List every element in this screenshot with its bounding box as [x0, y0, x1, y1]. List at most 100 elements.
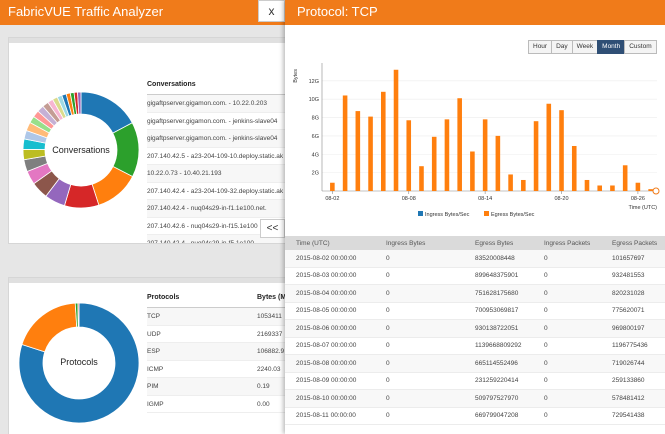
egress-bar[interactable]	[368, 116, 373, 191]
protocol-row[interactable]: ESP 106882.9	[147, 343, 285, 361]
ingress-bytes-cell: 0	[386, 289, 390, 297]
range-button-week[interactable]: Week	[571, 40, 599, 54]
conversations-donut-chart[interactable]	[16, 85, 146, 215]
conversation-row[interactable]: 207.140.42.4 - nuq04s29-in-f5.1e100	[147, 235, 285, 243]
egress-bar[interactable]	[533, 121, 539, 191]
legend-label[interactable]: Egress Bytes/Sec	[491, 212, 535, 218]
table-row[interactable]: 2015-08-07 00:00:00 0 1139668809292 0 119677…	[285, 338, 665, 355]
egress-bar[interactable]	[482, 119, 488, 191]
egress-bar[interactable]	[597, 185, 603, 191]
protocol-row[interactable]: PIM 0.19	[147, 378, 285, 396]
range-button-hour[interactable]: Hour	[528, 40, 553, 54]
egress-bar[interactable]	[508, 174, 513, 191]
ingress-packets-column-header[interactable]: Ingress Packets	[544, 239, 591, 247]
egress-bar[interactable]	[457, 98, 462, 191]
egress-bar[interactable]	[571, 145, 577, 191]
table-row[interactable]: 2015-08-09 00:00:00 0 231259220414 0 2591338…	[285, 373, 665, 390]
protocol-slice[interactable]	[77, 302, 80, 328]
time-cell: 2015-08-10 00:00:00	[296, 394, 357, 402]
legend-label[interactable]: Ingress Bytes/Sec	[425, 212, 470, 218]
range-button-day[interactable]: Day	[551, 40, 573, 54]
legend-swatch	[418, 211, 423, 216]
conversation-row[interactable]: gigaftpserver.gigamon.com. - jenkins-sla…	[147, 130, 285, 148]
protocol-bytes: 0.00	[257, 400, 270, 408]
egress-bar[interactable]	[470, 151, 475, 191]
egress-bar[interactable]	[495, 135, 501, 191]
egress-packets-column-header[interactable]: Egress Packets	[612, 239, 658, 247]
conversation-row[interactable]: 10.22.0.73 - 10.40.21.193	[147, 165, 285, 183]
protocols-donut-chart[interactable]	[10, 294, 148, 432]
egress-bar[interactable]	[393, 69, 399, 191]
egress-bar[interactable]	[635, 182, 641, 191]
conversation-row[interactable]: 207.140.42.4 - nuq04s29-in-f1.1e100.net.	[147, 200, 285, 218]
range-end-handle[interactable]	[652, 187, 660, 195]
ingress-bytes-column-header[interactable]: Ingress Bytes	[386, 239, 426, 247]
close-button[interactable]: x	[258, 0, 285, 22]
table-row[interactable]: 2015-08-10 00:00:00 0 509797527970 0 5784814…	[285, 390, 665, 408]
protocol-slice[interactable]	[18, 302, 140, 424]
protocol-row[interactable]: TCP 1053411	[147, 308, 285, 326]
egress-bar[interactable]	[342, 95, 348, 191]
range-button-month[interactable]: Month	[597, 40, 626, 54]
egress-bar[interactable]	[355, 111, 361, 191]
protocol-row[interactable]: UDP 2169337	[147, 326, 285, 343]
protocol-row[interactable]: ICMP 2240.03	[147, 361, 285, 378]
conversation-row[interactable]: gigaftpserver.gigamon.com. - 10.22.0.203	[147, 95, 285, 113]
table-row[interactable]: 2015-08-03 00:00:00 0 899648375901 0 9324815…	[285, 268, 665, 285]
ingress-bytes-cell: 0	[386, 307, 390, 315]
range-button-custom[interactable]: Custom	[624, 40, 657, 54]
protocols-table-header: Protocols Bytes (M	[147, 294, 285, 308]
egress-bar[interactable]	[622, 165, 628, 191]
egress-packets-cell: 775620071	[612, 307, 645, 315]
conversation-slice[interactable]	[77, 91, 82, 115]
table-row[interactable]: 2015-08-04 00:00:00 0 751628175680 0 8202310…	[285, 285, 665, 303]
table-row[interactable]: 2015-08-08 00:00:00 0 665114552496 0 7190267…	[285, 355, 665, 373]
egress-bytes-column-header[interactable]: Egress Bytes	[475, 239, 514, 247]
conversation-row[interactable]: gigaftpserver.gigamon.com. - jenkins-sla…	[147, 113, 285, 130]
ingress-bytes-cell: 0	[386, 394, 390, 402]
time-column-header[interactable]: Time (UTC)	[296, 239, 330, 247]
table-row[interactable]: 2015-08-06 00:00:00 0 930138722051 0 9698001…	[285, 320, 665, 338]
table-row[interactable]: 2015-08-05 00:00:00 0 700953069817 0 7756200…	[285, 303, 665, 320]
protocol-name: UDP	[147, 330, 161, 338]
egress-bar[interactable]	[419, 166, 424, 191]
conversation-row[interactable]: 207.140.42.5 - a23-204-109-10.deploy.sta…	[147, 148, 285, 165]
egress-bar[interactable]	[559, 110, 564, 191]
egress-packets-cell: 259133860	[612, 377, 645, 385]
y-tick-label: 2G	[312, 171, 319, 177]
egress-bar[interactable]	[406, 120, 412, 191]
egress-packets-cell: 101657697	[612, 254, 645, 262]
protocol-row[interactable]: IGMP 0.00	[147, 396, 285, 413]
egress-bar[interactable]	[431, 136, 437, 191]
time-cell: 2015-08-11 00:00:00	[296, 412, 356, 420]
conversation-row[interactable]: 207.140.42.4 - a23-204-109-32.deploy.sta…	[147, 183, 285, 200]
egress-bar[interactable]	[546, 103, 552, 191]
app-header: FabricVUE Traffic Analyzer	[0, 0, 285, 25]
protocol-name: IGMP	[147, 400, 164, 408]
time-cell: 2015-08-03 00:00:00	[296, 272, 357, 280]
traffic-analyzer-app: FabricVUE Traffic Analyzer x Conversatio…	[0, 0, 285, 434]
egress-bar[interactable]	[521, 179, 526, 191]
panel-top-bar	[9, 38, 285, 43]
ingress-packets-cell: 0	[544, 324, 548, 332]
egress-bar[interactable]	[584, 179, 590, 191]
detail-header: Protocol: TCP	[285, 0, 665, 25]
egress-bytes-cell: 509797527970	[475, 394, 519, 402]
conversation-row[interactable]: 207.140.42.6 - nuq04s29-in-f15.1e100	[147, 218, 285, 235]
protocol-slice[interactable]	[21, 302, 78, 353]
y-tick-label: 12G	[309, 79, 319, 85]
collapse-panel-button[interactable]: <<	[260, 219, 285, 238]
egress-bar[interactable]	[444, 119, 450, 191]
egress-bar[interactable]	[330, 182, 335, 191]
x-tick-label: 08-02	[325, 196, 339, 202]
table-row[interactable]: 2015-08-02 00:00:00 0 83520008448 0 10165769…	[285, 250, 665, 268]
table-row[interactable]: 2015-08-11 00:00:00 0 669799047208 0 7295414…	[285, 408, 665, 425]
time-cell: 2015-08-05 00:00:00	[296, 307, 357, 315]
conversations-table: Conversations gigaftpserver.gigamon.com.…	[147, 81, 285, 243]
egress-bar[interactable]	[648, 189, 653, 191]
egress-bar[interactable]	[610, 185, 615, 191]
protocols-panel: Protocols Protocols Bytes (M TCP 1053411 U…	[8, 277, 285, 434]
egress-bar[interactable]	[380, 91, 386, 191]
ingress-packets-cell: 0	[544, 412, 548, 420]
data-table-header: Time (UTC) Ingress Bytes Egress Bytes Ingre…	[285, 236, 665, 250]
